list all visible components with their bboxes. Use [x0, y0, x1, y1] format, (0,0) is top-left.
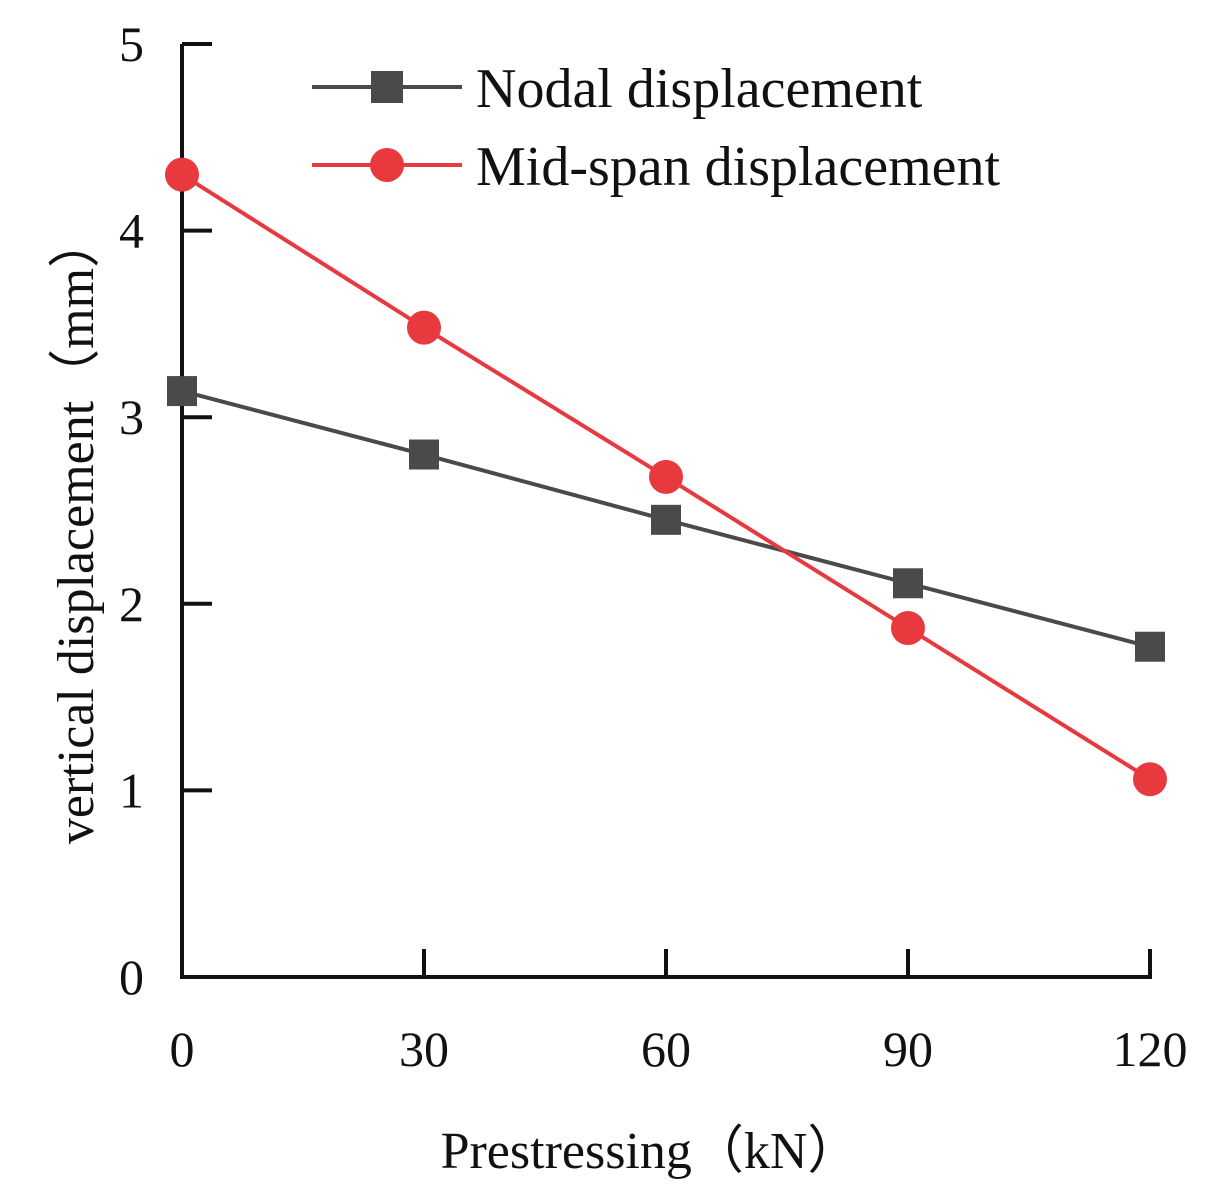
legend-marker-square — [371, 71, 403, 103]
y-tick-label: 5 — [119, 16, 144, 72]
data-point-square — [409, 439, 439, 470]
data-point-square — [893, 568, 923, 599]
data-point-square — [167, 376, 197, 407]
data-point-square — [1135, 631, 1165, 662]
data-point-circle — [891, 611, 925, 646]
y-tick-label: 1 — [119, 762, 144, 818]
data-point-square — [651, 504, 681, 535]
y-axis-title: vertical displacement（mm） — [48, 216, 105, 844]
y-tick-label: 0 — [119, 949, 144, 1005]
legend-label-midspan: Mid-span displacement — [476, 136, 1001, 198]
series-midspan — [165, 157, 1167, 797]
legend-label-nodal: Nodal displacement — [476, 58, 923, 120]
legend-marker-circle — [370, 148, 404, 182]
x-ticks: 0 30 60 90 120 — [170, 949, 1188, 1077]
y-tick-label: 2 — [119, 576, 144, 632]
y-tick-label: 4 — [119, 203, 144, 259]
x-tick-label: 120 — [1113, 1021, 1188, 1077]
series-layer — [165, 157, 1167, 797]
data-point-circle — [165, 157, 199, 192]
y-ticks: 0 1 2 3 4 5 — [119, 16, 212, 1005]
data-point-circle — [1133, 762, 1167, 797]
x-tick-label: 0 — [170, 1021, 195, 1077]
x-axis-title: Prestressing（kN） — [441, 1123, 860, 1180]
x-tick-label: 60 — [641, 1021, 691, 1077]
data-point-circle — [407, 310, 441, 345]
data-point-circle — [649, 459, 683, 494]
y-tick-label: 3 — [119, 389, 144, 445]
x-tick-label: 90 — [883, 1021, 933, 1077]
axes: 0 1 2 3 4 5 0 30 60 90 120 — [119, 16, 1188, 1077]
legend: Nodal displacement Mid-span displacement — [312, 58, 1001, 198]
x-tick-label: 30 — [399, 1021, 449, 1077]
series-nodal — [167, 376, 1165, 662]
